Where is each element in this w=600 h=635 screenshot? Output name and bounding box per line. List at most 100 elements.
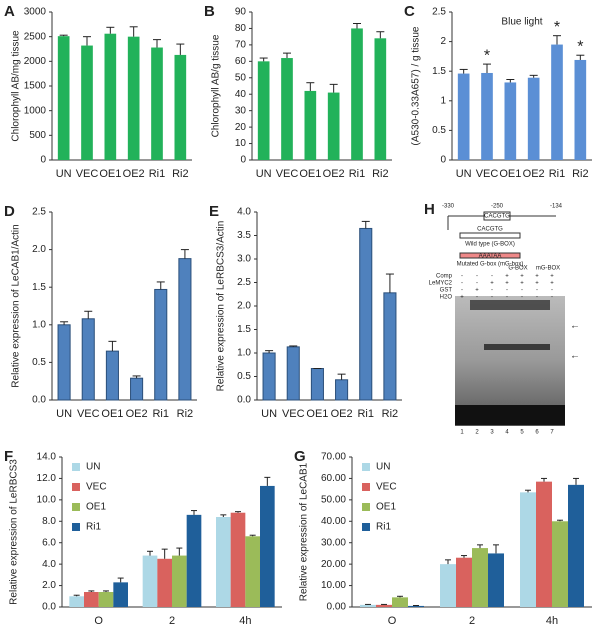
- legend-swatch: [72, 463, 80, 471]
- mut-probe: [459, 252, 521, 259]
- y-tick-label: 14.0: [37, 452, 57, 463]
- y-tick-label: 60: [235, 56, 247, 67]
- lane-number: 7: [550, 430, 554, 436]
- sign: -: [491, 274, 493, 280]
- y-tick-label: 0: [40, 155, 46, 166]
- free-probe: [455, 405, 565, 425]
- bar: [304, 90, 317, 160]
- gel-image: [455, 296, 565, 426]
- y-axis-label: Relative expression of LeRBCS3: [9, 459, 20, 605]
- x-tick-label: Ri2: [572, 168, 589, 180]
- x-tick-label: OE2: [523, 168, 545, 180]
- y-tick-label: 20: [235, 122, 247, 133]
- competitor-label: G-BOX: [508, 266, 527, 272]
- position-label: -330: [442, 204, 455, 210]
- panel-letter: A: [4, 3, 15, 20]
- x-tick-label: UN: [56, 168, 72, 180]
- y-tick-label: 10.00: [321, 580, 346, 591]
- row-label: H2O: [440, 295, 453, 301]
- bar: [472, 548, 488, 607]
- bar: [104, 33, 117, 160]
- bar: [216, 517, 231, 607]
- x-tick-label: VEC: [276, 168, 299, 180]
- legend-label: VEC: [86, 482, 107, 493]
- annotation: Blue light: [501, 17, 542, 28]
- bar: [310, 368, 324, 401]
- row-label: Comp: [436, 274, 453, 280]
- sign: -: [536, 295, 538, 301]
- bar: [457, 73, 470, 160]
- x-tick-label: 4h: [239, 615, 251, 627]
- y-tick-label: 4.0: [42, 559, 56, 570]
- bar: [520, 492, 536, 607]
- bar: [552, 521, 568, 607]
- y-tick-label: 40: [235, 89, 247, 100]
- sign: -: [551, 288, 553, 294]
- sequence: CACGTG: [477, 227, 503, 233]
- bar: [360, 604, 376, 607]
- x-tick-label: Ri1: [357, 408, 374, 420]
- significance-mark: *: [577, 38, 583, 55]
- x-tick-label: Ri1: [149, 168, 166, 180]
- bar: [172, 555, 187, 607]
- y-tick-label: 2.0: [32, 244, 46, 255]
- bar: [383, 292, 397, 401]
- y-tick-label: 90: [235, 7, 247, 18]
- y-tick-label: 1.0: [32, 319, 46, 330]
- x-tick-label: VEC: [77, 408, 100, 420]
- x-tick-label: OE1: [99, 168, 121, 180]
- panel-letter: F: [4, 448, 13, 465]
- x-tick-label: 4h: [546, 615, 558, 627]
- bar: [245, 536, 260, 607]
- sign: +: [505, 281, 509, 287]
- y-tick-label: 2.0: [42, 580, 56, 591]
- y-axis-label: Chlorophyll AB/mg tissue: [11, 30, 22, 142]
- y-tick-label: 2500: [24, 31, 47, 42]
- bar: [69, 596, 84, 607]
- legend-label: UN: [86, 462, 100, 473]
- y-tick-label: 1.5: [32, 282, 46, 293]
- x-tick-label: Ri1: [349, 168, 366, 180]
- x-tick-label: Ri2: [382, 408, 399, 420]
- y-tick-label: 70.00: [321, 452, 346, 463]
- sign: -: [521, 295, 523, 301]
- bar: [504, 82, 517, 160]
- bar: [262, 352, 276, 401]
- bar: [488, 553, 504, 607]
- legend-swatch: [72, 503, 80, 511]
- y-tick-label: 1.5: [237, 324, 251, 335]
- x-tick-label: OE2: [126, 408, 148, 420]
- y-tick-label: 0.0: [42, 602, 56, 613]
- bar: [178, 258, 192, 401]
- legend-swatch: [362, 503, 370, 511]
- gel-band: [484, 344, 550, 350]
- bar: [157, 558, 172, 607]
- bar: [105, 350, 119, 401]
- y-axis-label: Relative expression of LeCAB1/Actin: [11, 224, 22, 387]
- lane-number: 1: [460, 430, 464, 436]
- bar: [113, 582, 128, 607]
- x-tick-label: OE2: [331, 408, 353, 420]
- y-tick-label: 0.5: [237, 371, 251, 382]
- y-axis-label: Relative expression of LeRBCS3/Actin: [216, 221, 227, 392]
- x-tick-label: VEC: [282, 408, 305, 420]
- bar: [98, 592, 114, 607]
- sign: -: [461, 288, 463, 294]
- sign: +: [520, 281, 524, 287]
- row-label: GST: [440, 288, 453, 294]
- lane-number: 6: [535, 430, 539, 436]
- sign: -: [461, 281, 463, 287]
- lane-number: 2: [475, 430, 479, 436]
- bar: [154, 288, 168, 401]
- sign: -: [551, 295, 553, 301]
- lane-number: 3: [490, 430, 494, 436]
- y-tick-label: 10.0: [37, 494, 57, 505]
- sign: -: [476, 281, 478, 287]
- y-tick-label: 0.5: [32, 357, 46, 368]
- sign: +: [505, 274, 509, 280]
- y-axis-label: Chlorophyll AB/g tissue: [211, 34, 222, 137]
- arrow: ←: [570, 321, 580, 332]
- y-tick-label: 10: [235, 138, 247, 149]
- y-tick-label: 3000: [24, 7, 47, 18]
- legend-label: Ri1: [86, 522, 101, 533]
